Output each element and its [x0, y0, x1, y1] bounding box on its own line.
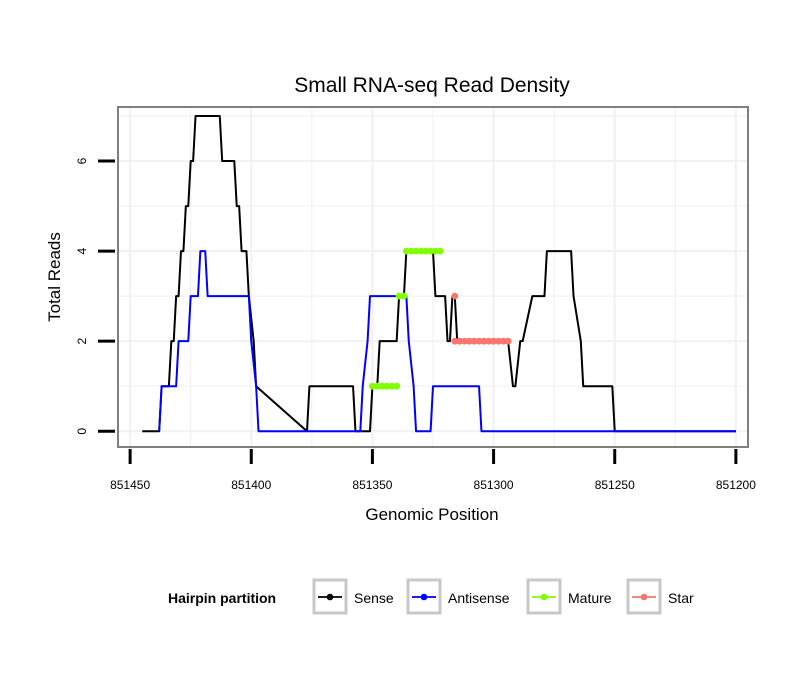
data-point-star	[475, 337, 483, 345]
data-point-mature	[407, 247, 415, 255]
x-axis: 851450 851400 851350 851300 851250 851200	[110, 449, 756, 492]
data-point-mature	[395, 292, 403, 300]
legend-item-star: Star	[626, 578, 694, 615]
gridlines	[118, 107, 748, 447]
data-point-star	[504, 337, 512, 345]
data-point-mature	[412, 247, 420, 255]
data-point-mature	[388, 382, 396, 390]
chart-title: Small RNA-seq Read Density	[294, 74, 570, 97]
data-point-star	[480, 337, 488, 345]
data-point-star	[456, 337, 464, 345]
legend-key-dot-mature	[540, 593, 548, 601]
data-point-mature	[422, 247, 430, 255]
legend-key-dot-sense	[326, 593, 334, 601]
series-line-sense	[142, 115, 736, 433]
legend-label-star: Star	[668, 590, 694, 606]
legend-label-sense: Sense	[354, 590, 394, 606]
y-axis-title: Total Reads	[45, 232, 64, 322]
data-point-mature	[402, 247, 410, 255]
data-point-star	[485, 337, 493, 345]
data-point-star	[461, 337, 468, 345]
data-point-star	[499, 337, 507, 345]
y-tick-label: 4	[75, 247, 89, 254]
x-tick-label: 851450	[110, 478, 150, 492]
data-point-mature	[417, 247, 425, 255]
x-tick-label: 851300	[474, 478, 514, 492]
legend-item-antisense: Antisense	[406, 578, 510, 615]
legend-key-dot-star	[640, 593, 648, 601]
data-point-star	[490, 337, 497, 345]
series-layer	[142, 115, 736, 433]
y-tick-label: 0	[75, 428, 89, 435]
data-point-mature	[393, 382, 401, 390]
legend: Hairpin partition Sense Antisense Mature…	[168, 578, 694, 615]
plot-panel	[117, 106, 749, 448]
data-point-star	[495, 337, 502, 345]
series-points-star	[451, 292, 512, 345]
y-axis: 0 2 4 6	[75, 157, 115, 435]
legend-label-mature: Mature	[568, 590, 612, 606]
x-tick-label: 851350	[352, 478, 392, 492]
y-tick-label: 6	[75, 157, 89, 164]
data-point-mature	[436, 247, 444, 255]
panel-border	[117, 106, 749, 448]
data-point-mature	[383, 382, 391, 390]
data-point-mature	[369, 382, 376, 390]
data-point-mature	[427, 247, 434, 255]
x-tick-label: 851200	[716, 478, 756, 492]
data-point-mature	[373, 382, 381, 390]
data-point-star	[451, 292, 459, 300]
legend-key-dot-antisense	[420, 593, 428, 601]
legend-item-mature: Mature	[526, 578, 612, 615]
legend-title: Hairpin partition	[168, 590, 276, 606]
legend-item-sense: Sense	[312, 578, 394, 615]
x-tick-label: 851400	[231, 478, 271, 492]
series-points-mature	[369, 247, 444, 390]
y-tick-label: 2	[75, 338, 89, 345]
x-axis-title: Genomic Position	[365, 505, 498, 524]
x-tick-label: 851250	[595, 478, 635, 492]
data-point-mature	[378, 382, 386, 390]
series-line-antisense	[158, 250, 736, 433]
data-point-star	[465, 337, 473, 345]
data-point-mature	[400, 292, 408, 300]
data-point-mature	[432, 247, 439, 255]
data-point-star	[470, 337, 478, 345]
legend-label-antisense: Antisense	[448, 590, 510, 606]
data-point-star	[451, 337, 459, 345]
